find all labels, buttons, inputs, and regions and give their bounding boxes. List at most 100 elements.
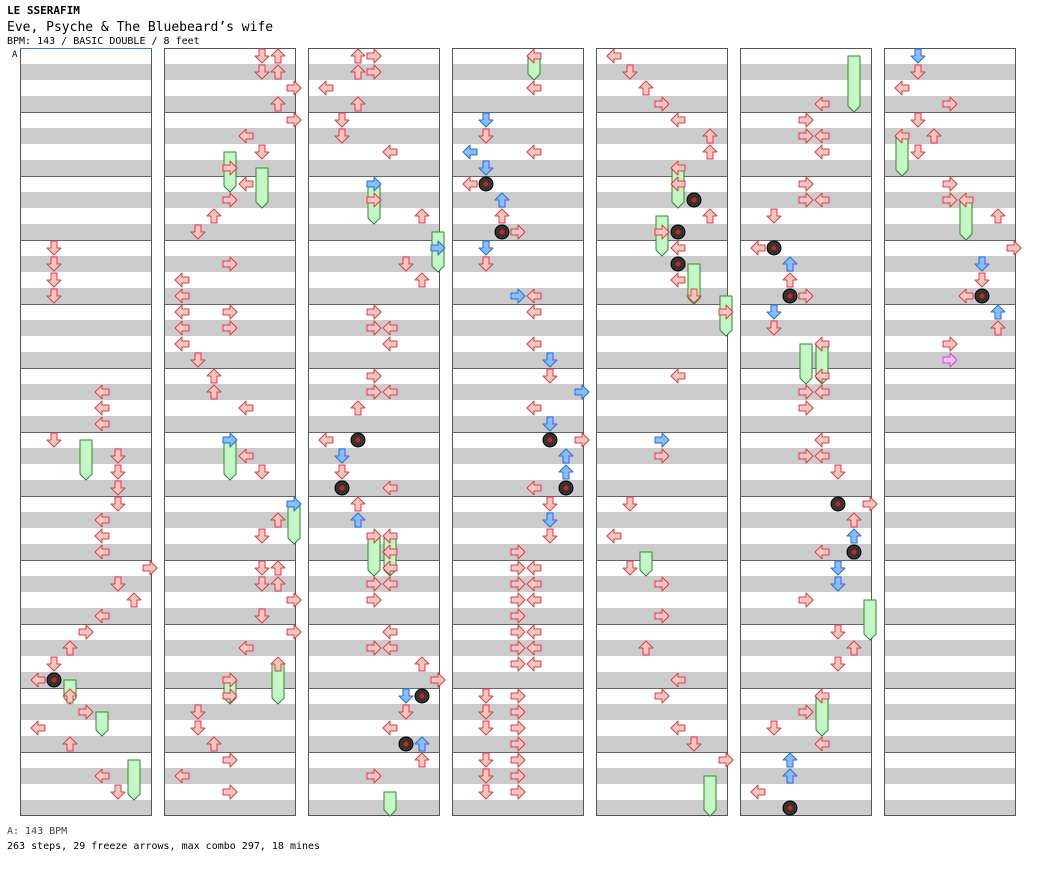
step-arrow-left <box>526 560 542 576</box>
step-arrow-right <box>654 608 670 624</box>
step-arrow-up <box>62 688 78 704</box>
step-arrow-down <box>478 784 494 800</box>
step-arrow-down <box>254 576 270 592</box>
step-arrow-up <box>846 512 862 528</box>
step-arrow-down <box>46 256 62 272</box>
step-arrow-down <box>254 64 270 80</box>
step-arrow-left <box>238 640 254 656</box>
freeze-arrow-up <box>847 55 861 113</box>
step-arrow-up <box>702 144 718 160</box>
step-arrow-right <box>718 752 734 768</box>
step-arrow-right <box>430 240 446 256</box>
step-arrow-down <box>622 560 638 576</box>
mine-icon <box>782 800 798 816</box>
bpm-summary: A: 143 BPM <box>7 826 68 837</box>
step-arrow-down <box>46 288 62 304</box>
step-arrow-down <box>190 224 206 240</box>
step-arrow-right <box>510 624 526 640</box>
step-arrow-down <box>110 784 126 800</box>
step-arrow-right <box>654 96 670 112</box>
step-arrow-up <box>990 304 1006 320</box>
mine-icon <box>830 496 846 512</box>
step-arrow-right <box>366 576 382 592</box>
step-arrow-left <box>526 144 542 160</box>
mine-icon <box>350 432 366 448</box>
step-arrow-left <box>94 416 110 432</box>
step-arrow-down <box>478 768 494 784</box>
step-arrow-left <box>382 320 398 336</box>
step-arrow-up <box>990 320 1006 336</box>
step-arrow-right <box>510 752 526 768</box>
step-arrow-left <box>814 128 830 144</box>
step-arrow-down <box>46 656 62 672</box>
step-arrow-right <box>574 384 590 400</box>
step-arrow-left <box>670 240 686 256</box>
freeze-arrow-right <box>79 439 93 481</box>
step-arrow-left <box>526 80 542 96</box>
step-arrow-right <box>286 592 302 608</box>
step-arrow-left <box>382 144 398 160</box>
step-arrow-left <box>670 112 686 128</box>
step-arrow-down <box>334 128 350 144</box>
step-arrow-up <box>350 496 366 512</box>
mine-icon <box>478 176 494 192</box>
mine-icon <box>558 480 574 496</box>
step-arrow-down <box>190 352 206 368</box>
step-arrow-down <box>974 256 990 272</box>
step-arrow-right <box>942 176 958 192</box>
step-arrow-down <box>254 144 270 160</box>
step-arrow-up <box>270 64 286 80</box>
step-arrow-down <box>830 560 846 576</box>
step-arrow-left <box>526 48 542 64</box>
step-arrow-down <box>910 48 926 64</box>
step-arrow-down <box>542 528 558 544</box>
mine-icon <box>494 224 510 240</box>
step-arrow-down <box>110 464 126 480</box>
step-arrow-right <box>510 576 526 592</box>
step-arrow-down <box>190 720 206 736</box>
step-arrow-left <box>814 384 830 400</box>
step-arrow-up <box>846 528 862 544</box>
mine-icon <box>398 736 414 752</box>
step-arrow-left <box>382 480 398 496</box>
step-arrow-left <box>174 304 190 320</box>
step-arrow-down <box>254 464 270 480</box>
step-arrow-right <box>510 224 526 240</box>
step-arrow-up <box>414 752 430 768</box>
step-arrow-down <box>478 240 494 256</box>
step-arrow-left <box>174 272 190 288</box>
step-arrow-left <box>174 288 190 304</box>
step-arrow-left <box>894 80 910 96</box>
step-arrow-right <box>510 608 526 624</box>
step-arrow-right <box>510 640 526 656</box>
step-arrow-right <box>142 560 158 576</box>
chart-info: BPM: 143 / BASIC DOUBLE / 8 feet <box>7 36 200 47</box>
step-arrow-left <box>526 288 542 304</box>
step-arrow-down <box>46 272 62 288</box>
step-arrow-left <box>814 192 830 208</box>
step-arrow-right <box>510 720 526 736</box>
step-arrow-down <box>254 528 270 544</box>
step-arrow-left <box>30 720 46 736</box>
step-arrow-up <box>494 208 510 224</box>
mine-icon <box>782 288 798 304</box>
step-arrow-left <box>670 272 686 288</box>
step-arrow-down <box>190 704 206 720</box>
step-arrow-left <box>526 640 542 656</box>
step-arrow-down <box>766 720 782 736</box>
step-arrow-right <box>78 704 94 720</box>
step-arrow-up <box>782 272 798 288</box>
freeze-arrow-left <box>383 791 397 817</box>
step-arrow-right <box>222 304 238 320</box>
step-arrow-right <box>942 352 958 368</box>
chart-panel-7 <box>884 48 1016 816</box>
step-arrow-up <box>350 96 366 112</box>
step-arrow-right <box>222 320 238 336</box>
step-arrow-right <box>654 448 670 464</box>
step-arrow-left <box>238 128 254 144</box>
step-arrow-right <box>366 48 382 64</box>
step-arrow-left <box>94 544 110 560</box>
step-arrow-left <box>526 624 542 640</box>
step-arrow-right <box>654 576 670 592</box>
step-arrow-up <box>206 208 222 224</box>
